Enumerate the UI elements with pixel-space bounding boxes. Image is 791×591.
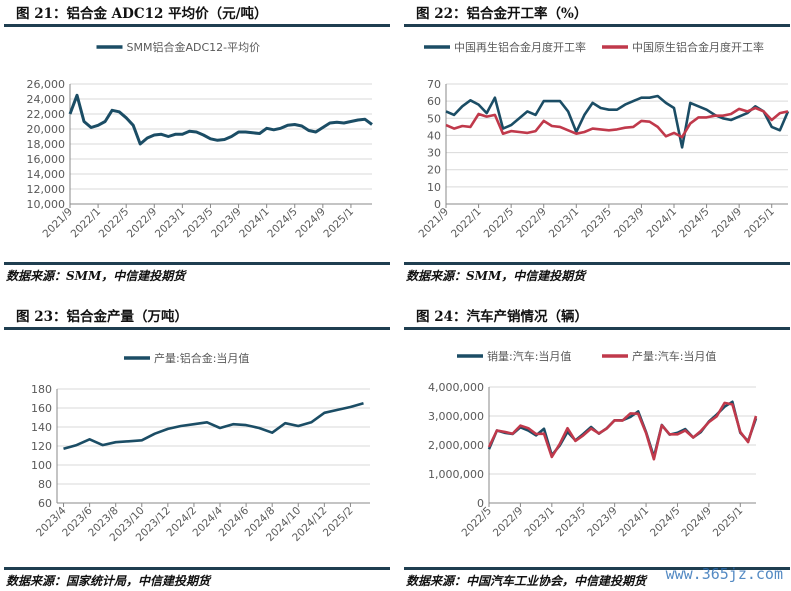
x-tick-label: 2023/5: [554, 505, 589, 540]
x-tick-label: 2024/1: [645, 206, 680, 241]
x-tick-label: 2023/5: [181, 206, 216, 241]
x-tick-label: 2025/1: [711, 505, 746, 540]
source-divider: [4, 567, 390, 570]
legend-item: SMM铝合金ADC12-平均价: [96, 40, 261, 54]
watermark: www.365jz.com: [665, 565, 783, 583]
series-line-2: [487, 401, 758, 461]
x-tick-label: 2023/9: [209, 206, 244, 241]
y-tick-label: 3,000,000: [428, 410, 484, 423]
y-tick-label: 160: [31, 402, 52, 415]
figure-23-panel: 图 23：铝合金产量（万吨） 60 80 100 120 140 160 180 2023/4…: [4, 303, 390, 591]
y-tick-label: 1,000,000: [428, 468, 484, 481]
y-tick-label: 180: [31, 383, 52, 396]
x-tick-label: 2023/9: [585, 505, 620, 540]
title-divider: [404, 327, 790, 330]
figure-22-panel: 图 22：铝合金开工率（%） 0 10 20 30 40 50 60 70 2021/9 2022…: [404, 0, 790, 290]
legend-item: 产量:铝合金:当月值: [124, 351, 249, 365]
x-tick-label: 2023/9: [612, 206, 647, 241]
data-source: 数据来源：SMM，中信建投期货: [406, 269, 586, 283]
y-tick-label: 140: [31, 421, 52, 434]
legend-label: 产量:汽车:当月值: [632, 349, 716, 363]
x-tick-label: 2022/9: [491, 505, 526, 540]
legend-label: 销量:汽车:当月值: [487, 349, 571, 363]
y-tick-label: 10,000: [27, 198, 66, 211]
x-tick-label: 2024/9: [293, 206, 328, 241]
y-tick-label: 20: [427, 164, 441, 177]
utilization-line-chart: 0102030405060702021/92022/12022/52022/92…: [417, 40, 790, 241]
series-line-1: [445, 94, 790, 149]
y-tick-label: 22,000: [27, 108, 66, 121]
y-tick-label: 24,000: [27, 93, 66, 106]
data-source: 数据来源：国家统计局，中信建投期货: [6, 574, 211, 588]
legend-item: 中国原生铝合金月度开工率: [602, 40, 764, 54]
data-source: 数据来源：SMM，中信建投期货: [6, 269, 186, 283]
y-tick-label: 18,000: [27, 138, 66, 151]
title-divider: [404, 24, 790, 27]
series-line-2: [445, 106, 789, 139]
x-tick-label: 2022/9: [514, 206, 549, 241]
x-tick-label: 2024/9: [710, 206, 745, 241]
y-tick-label: 20,000: [27, 123, 66, 136]
source-divider: [404, 567, 790, 570]
y-tick-label: 12,000: [27, 183, 66, 196]
x-tick-label: 2024/5: [677, 206, 712, 241]
title-divider: [4, 327, 390, 330]
x-tick-label: 2024/5: [265, 206, 300, 241]
legend-item: 销量:汽车:当月值: [457, 349, 571, 363]
y-tick-label: 30: [427, 147, 441, 160]
y-tick-label: 70: [427, 78, 441, 91]
series-line-1: [68, 93, 373, 146]
figure-title: 图 21：铝合金 ADC12 平均价（元/吨）: [16, 6, 268, 22]
y-tick-label: 120: [31, 440, 52, 453]
legend-item: 产量:汽车:当月值: [602, 349, 716, 363]
x-tick-label: 2023/5: [579, 206, 614, 241]
y-tick-label: 50: [427, 112, 441, 125]
y-tick-label: 60: [427, 95, 441, 108]
y-tick-label: 60: [38, 497, 52, 510]
y-tick-label: 0: [434, 198, 441, 211]
figure-title: 图 24：汽车产销情况（辆）: [416, 309, 588, 325]
figure-title: 图 23：铝合金产量（万吨）: [16, 309, 188, 325]
legend-label: SMM铝合金ADC12-平均价: [127, 40, 261, 54]
figure-21-panel: 图 21：铝合金 ADC12 平均价（元/吨） 10,000 12,000 14,0…: [4, 0, 390, 290]
legend-label: 中国再生铝合金月度开工率: [454, 40, 586, 54]
y-tick-label: 4,000,000: [428, 381, 484, 394]
figure-24-panel: 图 24：汽车产销情况（辆） 0 1,000,000 2,000,000 3,000,…: [404, 303, 790, 591]
legend-label: 中国原生铝合金月度开工率: [632, 40, 764, 54]
y-tick-label: 10: [427, 181, 441, 194]
x-tick-label: 2023/1: [547, 206, 582, 241]
x-tick-label: 2025/1: [742, 206, 777, 241]
x-tick-label: 2022/1: [69, 206, 104, 241]
x-tick-label: 2024/1: [617, 505, 652, 540]
output-line-chart: 60801001201401601802023/42023/62023/8202…: [31, 351, 370, 544]
title-divider: [4, 24, 390, 27]
x-tick-label: 2022/9: [125, 206, 160, 241]
y-tick-label: 80: [38, 478, 52, 491]
y-tick-label: 40: [427, 129, 441, 142]
series-line-1: [63, 402, 364, 451]
x-tick-label: 2024/1: [237, 206, 272, 241]
source-divider: [4, 262, 390, 265]
x-tick-label: 2022/5: [482, 206, 517, 241]
y-tick-label: 2,000,000: [428, 439, 484, 452]
y-tick-label: 14,000: [27, 168, 66, 181]
data-source: 数据来源：中国汽车工业协会，中信建投期货: [406, 574, 647, 588]
legend-item: 中国再生铝合金月度开工率: [424, 40, 586, 54]
price-line-chart: 10,000 12,000 14,000 16,000 18,000 20,000 22,0…: [27, 40, 373, 241]
y-tick-label: 16,000: [27, 153, 66, 166]
figure-title: 图 22：铝合金开工率（%）: [416, 6, 588, 22]
x-tick-label: 2025/1: [321, 206, 356, 241]
x-tick-label: 2022/5: [97, 206, 132, 241]
auto-sales-line-chart: 0 1,000,000 2,000,000 3,000,000 4,000,000 202…: [428, 349, 758, 540]
x-tick-label: 2024/5: [648, 505, 683, 540]
y-tick-label: 26,000: [27, 78, 66, 91]
x-tick-label: 2023/1: [522, 505, 557, 540]
x-tick-label: 2023/1: [153, 206, 188, 241]
source-divider: [404, 262, 790, 265]
x-tick-label: 2022/1: [449, 206, 484, 241]
legend-label: 产量:铝合金:当月值: [154, 351, 249, 365]
x-tick-label: 2024/9: [679, 505, 714, 540]
y-tick-label: 0: [477, 497, 484, 510]
y-tick-label: 100: [31, 459, 52, 472]
